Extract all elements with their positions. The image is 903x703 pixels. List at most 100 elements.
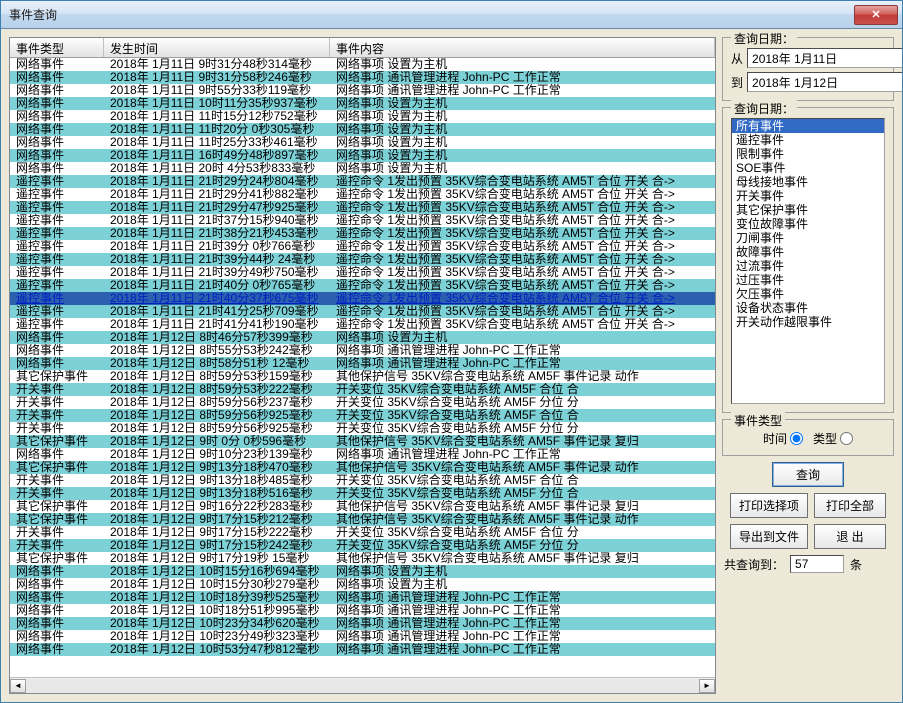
- scroll-track[interactable]: [26, 679, 699, 693]
- list-item[interactable]: 开关动作越限事件: [732, 315, 884, 329]
- list-item[interactable]: 开关事件: [732, 189, 884, 203]
- table-row[interactable]: 网络事件2018年 1月12日 8时58分51秒 12毫秒网络事项 通讯管理进程…: [10, 357, 715, 370]
- col-header-time[interactable]: 发生时间: [104, 38, 330, 57]
- table-row[interactable]: 网络事件2018年 1月12日 10时15分30秒279毫秒网络事项 设置为主机: [10, 578, 715, 591]
- list-item[interactable]: 其它保护事件: [732, 203, 884, 217]
- cell-time: 2018年 1月12日 10时15分30秒279毫秒: [104, 578, 330, 591]
- to-date-input[interactable]: [748, 73, 902, 91]
- cell-content: 网络事项 设置为主机: [330, 123, 715, 136]
- radio-time[interactable]: 时间: [763, 430, 803, 447]
- table-body[interactable]: 网络事件2018年 1月11日 9时31分48秒314毫秒网络事项 设置为主机网…: [10, 58, 715, 677]
- radio-class-input[interactable]: [840, 432, 853, 445]
- table-row[interactable]: 开关事件2018年 1月12日 9时17分15秒242毫秒开关变位 35KV综合…: [10, 539, 715, 552]
- radio-class[interactable]: 类型: [813, 430, 853, 447]
- table-row[interactable]: 开关事件2018年 1月12日 9时13分18秒485毫秒开关变位 35KV综合…: [10, 474, 715, 487]
- titlebar[interactable]: 事件查询 ✕: [1, 1, 902, 29]
- list-item[interactable]: 欠压事件: [732, 287, 884, 301]
- table-row[interactable]: 遥控事件2018年 1月11日 21时29分47秒925毫秒遥控命令 1发出预置…: [10, 201, 715, 214]
- table-row[interactable]: 网络事件2018年 1月12日 10时18分39秒525毫秒网络事项 通讯管理进…: [10, 591, 715, 604]
- table-row[interactable]: 网络事件2018年 1月11日 9时55分33秒119毫秒网络事项 通讯管理进程…: [10, 84, 715, 97]
- table-row[interactable]: 网络事件2018年 1月12日 8时46分57秒399毫秒网络事项 设置为主机: [10, 331, 715, 344]
- table-row[interactable]: 网络事件2018年 1月11日 11时15分12秒752毫秒网络事项 设置为主机: [10, 110, 715, 123]
- from-date-picker[interactable]: ▼: [747, 48, 902, 68]
- cell-time: 2018年 1月11日 20时 4分53秒833毫秒: [104, 162, 330, 175]
- table-row[interactable]: 遥控事件2018年 1月11日 21时40分 0秒765毫秒遥控命令 1发出预置…: [10, 279, 715, 292]
- table-row[interactable]: 遥控事件2018年 1月11日 21时37分15秒940毫秒遥控命令 1发出预置…: [10, 214, 715, 227]
- table-row[interactable]: 开关事件2018年 1月12日 8时59分56秒925毫秒开关变位 35KV综合…: [10, 409, 715, 422]
- list-item[interactable]: 母线接地事件: [732, 175, 884, 189]
- table-row[interactable]: 网络事件2018年 1月12日 10时15分16秒694毫秒网络事项 设置为主机: [10, 565, 715, 578]
- col-header-type[interactable]: 事件类型: [10, 38, 104, 57]
- table-row[interactable]: 遥控事件2018年 1月11日 21时29分24秒804毫秒遥控命令 1发出预置…: [10, 175, 715, 188]
- table-row[interactable]: 网络事件2018年 1月12日 10时23分49秒323毫秒网络事项 通讯管理进…: [10, 630, 715, 643]
- table-row[interactable]: 网络事件2018年 1月12日 10时18分51秒995毫秒网络事项 通讯管理进…: [10, 604, 715, 617]
- from-date-input[interactable]: [748, 49, 902, 67]
- horizontal-scrollbar[interactable]: ◄ ►: [10, 677, 715, 693]
- table-row[interactable]: 遥控事件2018年 1月11日 21时40分37秒675毫秒遥控命令 1发出预置…: [10, 292, 715, 305]
- table-row[interactable]: 其它保护事件2018年 1月12日 9时 0分 0秒596毫秒其他保护信号 35…: [10, 435, 715, 448]
- table-row[interactable]: 开关事件2018年 1月12日 9时17分15秒222毫秒开关变位 35KV综合…: [10, 526, 715, 539]
- list-item[interactable]: 过流事件: [732, 259, 884, 273]
- list-item[interactable]: 变位故障事件: [732, 217, 884, 231]
- scroll-right-icon[interactable]: ►: [699, 679, 715, 693]
- table-row[interactable]: 遥控事件2018年 1月11日 21时38分21秒453毫秒遥控命令 1发出预置…: [10, 227, 715, 240]
- table-row[interactable]: 遥控事件2018年 1月11日 21时29分41秒882毫秒遥控命令 1发出预置…: [10, 188, 715, 201]
- table-row[interactable]: 网络事件2018年 1月11日 9时31分48秒314毫秒网络事项 设置为主机: [10, 58, 715, 71]
- table-row[interactable]: 其它保护事件2018年 1月12日 9时17分19秒 15毫秒其他保护信号 35…: [10, 552, 715, 565]
- list-item[interactable]: 所有事件: [732, 119, 884, 133]
- col-header-content[interactable]: 事件内容: [330, 38, 715, 57]
- table-row[interactable]: 网络事件2018年 1月12日 9时10分23秒139毫秒网络事项 通讯管理进程…: [10, 448, 715, 461]
- list-item[interactable]: 过压事件: [732, 273, 884, 287]
- list-item[interactable]: 故障事件: [732, 245, 884, 259]
- cell-type: 其它保护事件: [10, 461, 104, 474]
- table-row[interactable]: 遥控事件2018年 1月11日 21时41分41秒190毫秒遥控命令 1发出预置…: [10, 318, 715, 331]
- table-row[interactable]: 开关事件2018年 1月12日 9时13分18秒516毫秒开关变位 35KV综合…: [10, 487, 715, 500]
- table-row[interactable]: 网络事件2018年 1月12日 10时53分47秒812毫秒网络事项 通讯管理进…: [10, 643, 715, 656]
- print-all-button[interactable]: 打印全部: [814, 493, 886, 518]
- cell-type: 遥控事件: [10, 253, 104, 266]
- table-row[interactable]: 网络事件2018年 1月11日 11时25分33秒461毫秒网络事项 设置为主机: [10, 136, 715, 149]
- list-item[interactable]: 限制事件: [732, 147, 884, 161]
- table-row[interactable]: 网络事件2018年 1月11日 9时31分58秒246毫秒网络事项 通讯管理进程…: [10, 71, 715, 84]
- cell-time: 2018年 1月12日 9时17分19秒 15毫秒: [104, 552, 330, 565]
- cell-time: 2018年 1月11日 9时31分58秒246毫秒: [104, 71, 330, 84]
- table-row[interactable]: 网络事件2018年 1月11日 10时11分35秒937毫秒网络事项 设置为主机: [10, 97, 715, 110]
- query-button[interactable]: 查询: [772, 462, 844, 487]
- cell-content: 遥控命令 1发出预置 35KV综合变电站系统 AM5T 合位 开关 合->: [330, 201, 715, 214]
- close-button[interactable]: ✕: [854, 5, 898, 25]
- table-row[interactable]: 其它保护事件2018年 1月12日 9时17分15秒212毫秒其他保护信号 35…: [10, 513, 715, 526]
- table-row[interactable]: 网络事件2018年 1月11日 20时 4分53秒833毫秒网络事项 设置为主机: [10, 162, 715, 175]
- list-item[interactable]: 设备状态事件: [732, 301, 884, 315]
- table-row[interactable]: 开关事件2018年 1月12日 8时59分56秒237毫秒开关变位 35KV综合…: [10, 396, 715, 409]
- print-selection-button[interactable]: 打印选择项: [730, 493, 808, 518]
- table-row[interactable]: 其它保护事件2018年 1月12日 8时59分53秒159毫秒其他保护信号 35…: [10, 370, 715, 383]
- cell-type: 开关事件: [10, 422, 104, 435]
- export-button[interactable]: 导出到文件: [730, 524, 808, 549]
- cell-type: 开关事件: [10, 487, 104, 500]
- table-row[interactable]: 遥控事件2018年 1月11日 21时39分49秒750毫秒遥控命令 1发出预置…: [10, 266, 715, 279]
- count-row: 共查询到： 57 条: [722, 555, 894, 573]
- list-item[interactable]: SOE事件: [732, 161, 884, 175]
- table-row[interactable]: 网络事件2018年 1月11日 16时49分48秒897毫秒网络事项 设置为主机: [10, 149, 715, 162]
- list-item[interactable]: 遥控事件: [732, 133, 884, 147]
- table-row[interactable]: 其它保护事件2018年 1月12日 9时13分18秒470毫秒其他保护信号 35…: [10, 461, 715, 474]
- table-row[interactable]: 网络事件2018年 1月12日 10时23分34秒620毫秒网络事项 通讯管理进…: [10, 617, 715, 630]
- table-row[interactable]: 其它保护事件2018年 1月12日 9时16分22秒283毫秒其他保护信号 35…: [10, 500, 715, 513]
- event-type-listbox[interactable]: 所有事件遥控事件限制事件SOE事件母线接地事件开关事件其它保护事件变位故障事件刀…: [731, 118, 885, 404]
- table-row[interactable]: 遥控事件2018年 1月11日 21时41分25秒709毫秒遥控命令 1发出预置…: [10, 305, 715, 318]
- cell-content: 开关变位 35KV综合变电站系统 AM5F 合位 分: [330, 526, 715, 539]
- cell-content: 遥控命令 1发出预置 35KV综合变电站系统 AM5T 合位 开关 合->: [330, 279, 715, 292]
- table-row[interactable]: 遥控事件2018年 1月11日 21时39分 0秒766毫秒遥控命令 1发出预置…: [10, 240, 715, 253]
- table-row[interactable]: 网络事件2018年 1月11日 11时20分 0秒305毫秒网络事项 设置为主机: [10, 123, 715, 136]
- cell-type: 网络事件: [10, 84, 104, 97]
- table-row[interactable]: 遥控事件2018年 1月11日 21时39分44秒 24毫秒遥控命令 1发出预置…: [10, 253, 715, 266]
- cell-content: 其他保护信号 35KV综合变电站系统 AM5F 事件记录 复归: [330, 500, 715, 513]
- exit-button[interactable]: 退 出: [814, 524, 886, 549]
- radio-time-input[interactable]: [790, 432, 803, 445]
- table-row[interactable]: 开关事件2018年 1月12日 8时59分53秒222毫秒开关变位 35KV综合…: [10, 383, 715, 396]
- table-row[interactable]: 网络事件2018年 1月12日 8时55分53秒242毫秒网络事项 通讯管理进程…: [10, 344, 715, 357]
- table-row[interactable]: 开关事件2018年 1月12日 8时59分56秒925毫秒开关变位 35KV综合…: [10, 422, 715, 435]
- scroll-left-icon[interactable]: ◄: [10, 679, 26, 693]
- list-item[interactable]: 刀闸事件: [732, 231, 884, 245]
- to-date-picker[interactable]: ▼: [747, 72, 902, 92]
